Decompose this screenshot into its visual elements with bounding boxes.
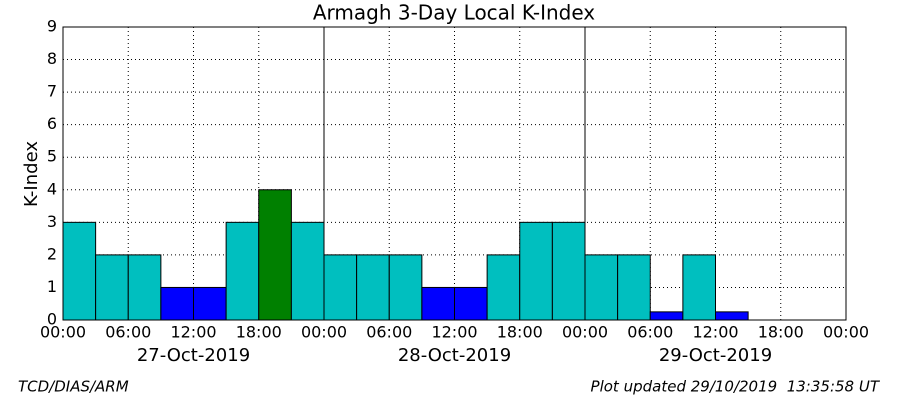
x-tick-label: 06:00 (627, 323, 673, 342)
y-tick-label: 2 (47, 244, 57, 263)
bar (225, 221, 260, 321)
bar (421, 286, 455, 321)
y-tick-label: 7 (47, 82, 57, 101)
source-note: TCD/DIAS/ARM (18, 378, 129, 396)
bar (356, 254, 390, 321)
bar (519, 221, 553, 321)
x-tick-label: 00:00 (301, 323, 347, 342)
bar (649, 311, 684, 321)
x-tick-label: 18:00 (497, 323, 543, 342)
bar (388, 254, 423, 321)
x-tick-label: 12:00 (170, 323, 216, 342)
bar (127, 254, 162, 321)
bar (160, 286, 194, 321)
y-tick-label: 9 (47, 17, 57, 36)
y-tick-label: 6 (47, 114, 57, 133)
bar (486, 254, 521, 321)
bar (617, 254, 651, 321)
chart-title: Armagh 3-Day Local K-Index (313, 1, 595, 25)
x-tick-label: 12:00 (692, 323, 738, 342)
x-tick-label: 06:00 (366, 323, 412, 342)
x-tick-label: 12:00 (431, 323, 477, 342)
x-tick-label: 18:00 (758, 323, 804, 342)
y-tick-label: 4 (47, 179, 57, 198)
bar (258, 189, 292, 321)
bar (290, 221, 325, 321)
bar (95, 254, 129, 321)
bar (193, 286, 227, 321)
plot-frame (62, 26, 847, 321)
bar (584, 254, 619, 321)
y-tick-label: 8 (47, 49, 57, 68)
day-label: 29-Oct-2019 (659, 345, 772, 366)
x-tick-label: 00:00 (823, 323, 869, 342)
day-label: 27-Oct-2019 (137, 345, 250, 366)
day-label: 28-Oct-2019 (398, 345, 511, 366)
y-tick-label: 0 (47, 310, 57, 329)
bar (715, 311, 749, 321)
y-tick-label: 3 (47, 212, 57, 231)
y-tick-label: 5 (47, 147, 57, 166)
bar (323, 254, 358, 321)
bar (682, 254, 716, 321)
x-tick-label: 00:00 (40, 323, 86, 342)
x-tick-label: 06:00 (105, 323, 151, 342)
bar (62, 221, 97, 321)
y-tick-label: 1 (47, 277, 57, 296)
y-axis-label: K-Index (21, 141, 42, 207)
x-tick-label: 00:00 (562, 323, 608, 342)
bar (454, 286, 488, 321)
x-tick-label: 18:00 (236, 323, 282, 342)
updated-note: Plot updated 29/10/2019 13:35:58 UT (591, 378, 881, 396)
bar (551, 221, 586, 321)
